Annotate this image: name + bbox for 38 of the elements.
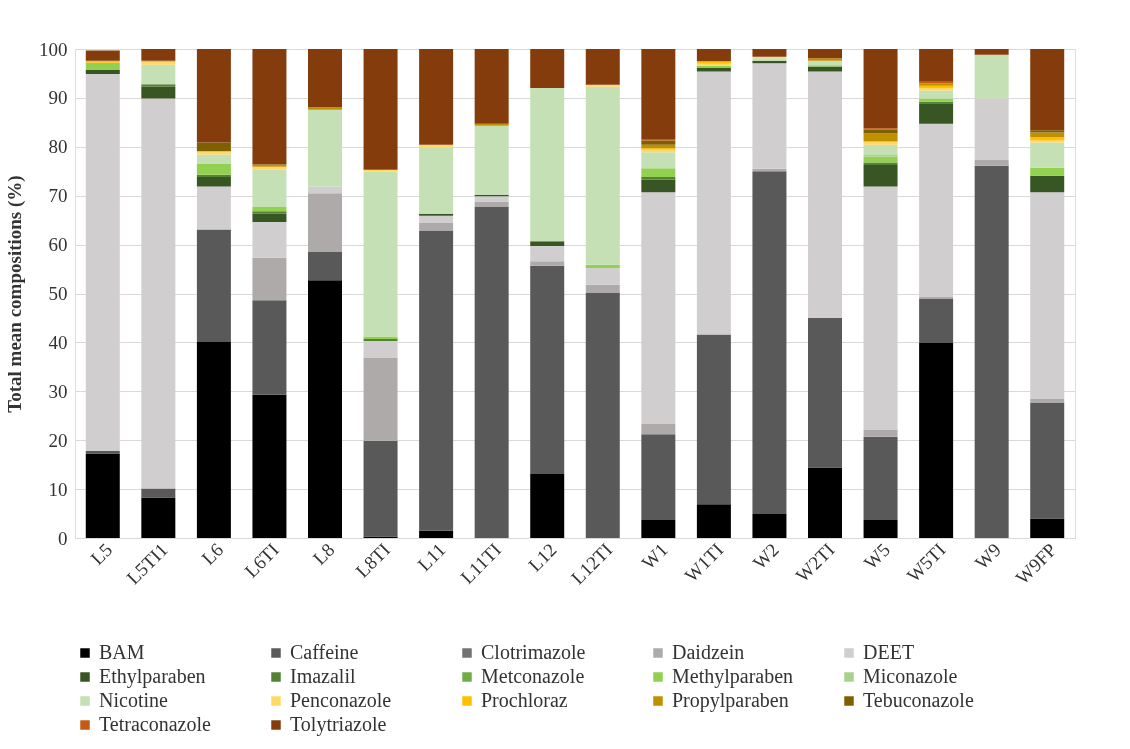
y-tick-label: 100 [39,38,68,60]
x-tick-label: W2 [748,539,783,574]
legend-label: Caffeine [290,641,359,663]
legend-label: Nicotine [99,689,168,711]
y-tick-label: 80 [48,136,68,158]
x-tick-label: W5 [859,539,894,574]
x-tick-label: L5 [86,539,117,569]
legend-label: Ethylparaben [99,665,206,688]
y-tick-label: 60 [48,234,68,256]
legend-label: Imazalil [290,665,356,687]
legend-label: Tetraconazole [99,713,211,735]
y-tick-label: 30 [48,380,68,402]
legend-label: Metconazole [481,665,585,687]
x-tick-label: L6 [197,539,228,569]
legend-label: Miconazole [863,665,958,687]
x-tick-label: L8 [308,539,339,569]
legend-label: Tebuconazole [863,689,974,711]
legend-label: Clotrimazole [481,641,586,663]
y-tick-label: 40 [48,331,68,353]
legend-label: Tolytriazole [290,713,387,736]
y-axis-title: Total mean compositions (%) [4,175,26,413]
legend-label: Methylparaben [672,665,794,688]
y-tick-label: 70 [48,185,68,207]
legend-label: BAM [99,641,145,663]
legend-label: DEET [863,641,915,663]
legend-label: Prochloraz [481,689,568,711]
y-tick-label: 90 [48,87,68,109]
legend-label: Penconazole [290,689,392,711]
legend-label: Propylparaben [672,689,789,712]
x-tick-label: W1 [637,539,672,574]
y-tick-label: 10 [48,478,68,500]
y-tick-label: 0 [58,527,68,549]
legend-label: Daidzein [672,641,745,663]
x-tick-label: W9 [970,539,1006,574]
x-tick-label: L12 [524,539,561,576]
y-tick-label: 50 [48,283,68,304]
y-tick-label: 20 [48,429,68,451]
x-tick-label: L11 [413,539,450,576]
